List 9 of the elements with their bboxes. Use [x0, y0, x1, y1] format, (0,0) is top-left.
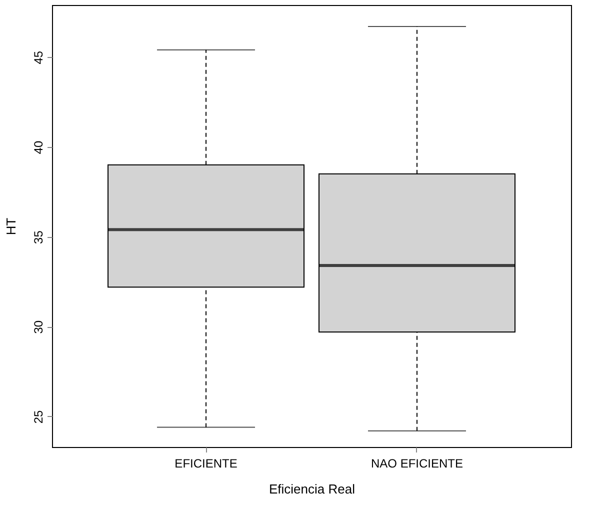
y-tick-label: 30 — [32, 320, 46, 334]
y-tick-label: 40 — [32, 140, 46, 154]
y-tick-label: 35 — [32, 230, 46, 244]
x-tick-label: NAO EFICIENTE — [370, 456, 463, 470]
x-tick-label: EFICIENTE — [174, 456, 238, 470]
x-axis-title: Eficiencia Real — [269, 482, 356, 496]
y-tick-label: 45 — [32, 50, 46, 64]
y-axis-title: HT — [4, 218, 18, 236]
y-tick-label: 25 — [32, 410, 46, 424]
